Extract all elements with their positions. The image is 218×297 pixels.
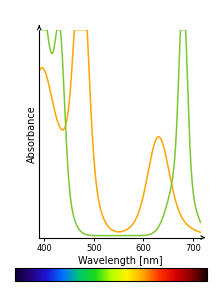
X-axis label: Wavelength [nm]: Wavelength [nm] — [78, 256, 162, 266]
Y-axis label: Absorbance: Absorbance — [26, 105, 36, 162]
